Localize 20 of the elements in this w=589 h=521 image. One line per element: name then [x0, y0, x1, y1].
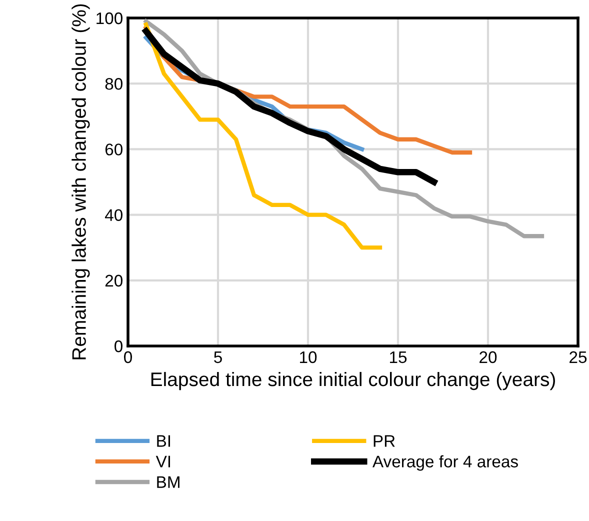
y-tick-label: 60: [105, 144, 122, 156]
line-series: [144, 22, 382, 250]
legend-label: VI: [156, 456, 170, 468]
legend-label: PR: [374, 435, 395, 447]
x-tick-label: 10: [300, 351, 317, 364]
y-axis-title: Remaining lakes with changed colour (%): [72, 4, 90, 360]
y-tick-label: 40: [104, 209, 122, 222]
y-tick-label: 100: [96, 12, 122, 24]
x-tick-label: 20: [480, 351, 497, 364]
x-tick-label: 25: [570, 351, 587, 364]
x-tick-label: 0: [124, 351, 132, 364]
legend-label: Average for 4 areas: [372, 455, 518, 471]
y-tick-label: 80: [105, 78, 122, 90]
x-tick-label: 15: [390, 351, 407, 364]
x-tick-label: 5: [214, 351, 222, 364]
legend-label: BI: [157, 435, 170, 447]
y-tick-label: 20: [105, 274, 122, 287]
x-axis-title: Elapsed time since initial colour change (years): [151, 372, 555, 390]
legend-label: BM: [157, 476, 180, 488]
y-tick-label: 0: [114, 340, 122, 352]
